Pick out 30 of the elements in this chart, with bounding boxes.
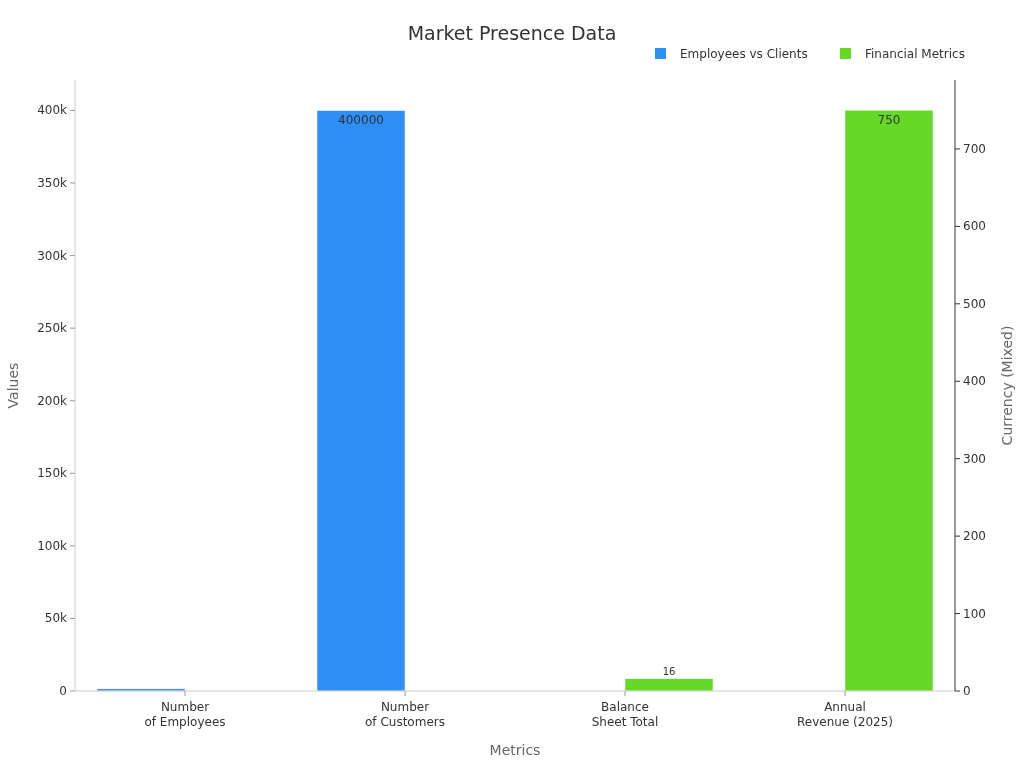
y-tick-label: 150k xyxy=(37,466,68,481)
y-tick-label: 0 xyxy=(59,684,67,698)
y2-tick-label: 700 xyxy=(963,141,986,156)
y2-tick-label: 600 xyxy=(963,219,986,234)
y2-tick-label: 300 xyxy=(963,451,986,466)
y2-tick-label: 0 xyxy=(963,684,971,698)
y-tick-label: 250k xyxy=(37,321,68,336)
y-tick-label: 200k xyxy=(37,393,68,408)
legend-label: Financial Metrics xyxy=(865,47,965,61)
x-tick-label: Balance Sheet Total xyxy=(591,700,659,729)
data-label: 400000 xyxy=(338,113,384,128)
y-tick-label: 50k xyxy=(44,611,68,626)
y2-tick-label: 200 xyxy=(963,529,986,544)
data-label: 16 xyxy=(662,665,676,677)
y2-axis-title: Currency (Mixed) xyxy=(999,325,1015,446)
y-tick-label: 400k xyxy=(37,103,68,118)
y-axis-title: Values xyxy=(5,362,21,409)
y2-tick-label: 400 xyxy=(963,374,986,389)
chart-title: Market Presence Data xyxy=(407,22,617,44)
y2-tick-label: 500 xyxy=(963,296,986,311)
x-axis-title: Metrics xyxy=(489,742,541,758)
x-tick-label: Number of Customers xyxy=(365,700,445,729)
y2-tick-label: 100 xyxy=(963,606,986,621)
x-tick-label: Number of Employees xyxy=(144,700,226,729)
data-label: 750 xyxy=(877,113,901,128)
x-tick-label: Annual Revenue (2025) xyxy=(797,700,893,729)
y-tick-label: 300k xyxy=(37,248,68,263)
legend-label: Employees vs Clients xyxy=(680,47,808,61)
y-tick-label: 350k xyxy=(37,176,68,191)
y-tick-label: 100k xyxy=(37,538,68,553)
